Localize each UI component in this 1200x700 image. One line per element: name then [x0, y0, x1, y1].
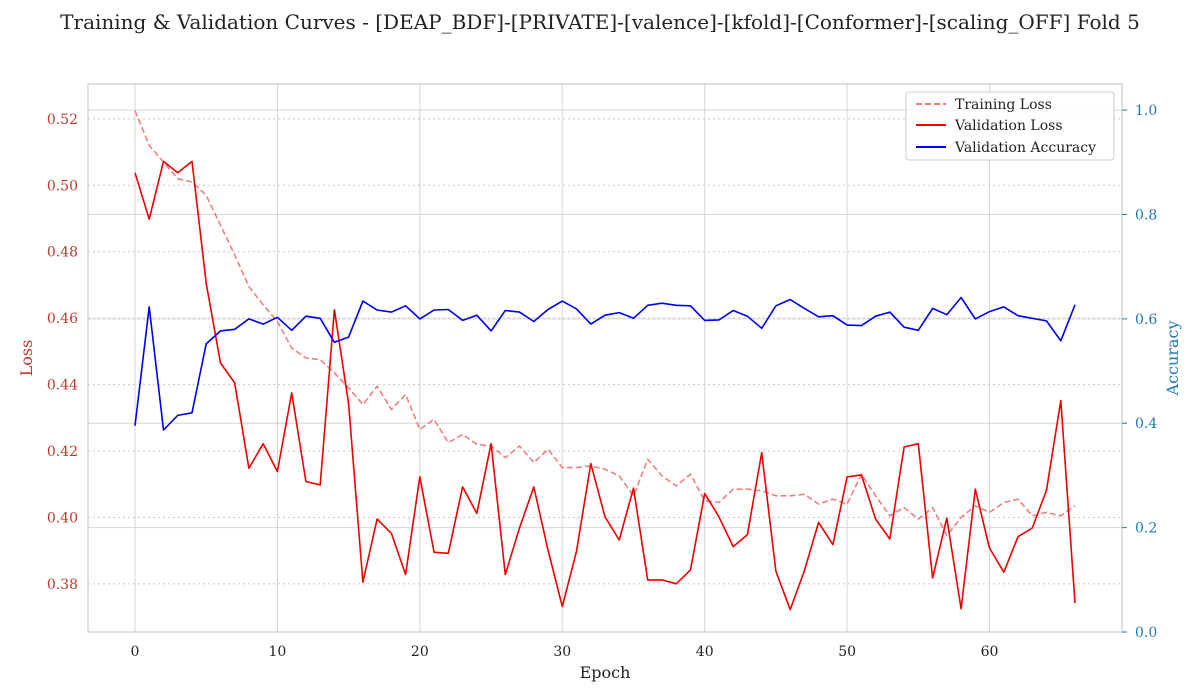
y-axis-label-right: Accuracy: [1163, 321, 1182, 397]
x-tick-label: 40: [696, 644, 714, 660]
tick-layer: 0 10 20 30 40 50 60 0.38 0.40 0.42 0.44 0.46 0.48 0.5…: [47, 103, 1158, 660]
y-tick-label-left: 0.42: [47, 444, 78, 460]
grid-layer: [88, 84, 1122, 633]
legend-label-validation-loss: Validation Loss: [954, 118, 1063, 134]
y-tick-label-left: 0.48: [47, 245, 78, 261]
y-tick-label-left: 0.52: [47, 112, 78, 128]
legend-box: [905, 91, 1115, 161]
x-tick-label: 20: [411, 644, 429, 660]
validation-loss-line: [134, 160, 1076, 611]
y-tick-label-left: 0.46: [47, 311, 78, 327]
y-tick-label-right: 0.4: [1135, 416, 1157, 432]
legend-label-training-loss: Training Loss: [955, 97, 1052, 113]
chart-title: Training & Validation Curves - [DEAP_BDF…: [60, 10, 1140, 34]
x-axis-label: Epoch: [580, 663, 631, 682]
y-tick-label-left: 0.40: [47, 510, 78, 526]
x-tick-label: 0: [131, 644, 140, 660]
y-tick-label-right: 0.6: [1135, 312, 1157, 328]
legend: Training Loss Validation Loss Validation…: [905, 91, 1115, 161]
y-tick-label-right: 0.8: [1135, 207, 1157, 223]
x-tick-label: 60: [981, 644, 999, 660]
training-loss-line: [134, 110, 1076, 537]
y-tick-label-left: 0.50: [47, 178, 78, 194]
legend-label-validation-accuracy: Validation Accuracy: [954, 140, 1096, 156]
x-tick-label: 50: [838, 644, 856, 660]
y-tick-label-right: 0.0: [1135, 625, 1157, 641]
y-axis-label-left: Loss: [17, 340, 36, 377]
validation-accuracy-line: [134, 296, 1076, 431]
y-tick-label-left: 0.38: [47, 577, 78, 593]
plot-frame: [87, 83, 1123, 633]
y-tick-label-right: 0.2: [1135, 521, 1157, 537]
x-tick-label: 10: [269, 644, 287, 660]
x-tick-label: 30: [553, 644, 571, 660]
series-layer: [134, 110, 1076, 611]
y-tick-label-left: 0.44: [47, 378, 78, 394]
y-tick-label-right: 1.0: [1135, 103, 1157, 119]
